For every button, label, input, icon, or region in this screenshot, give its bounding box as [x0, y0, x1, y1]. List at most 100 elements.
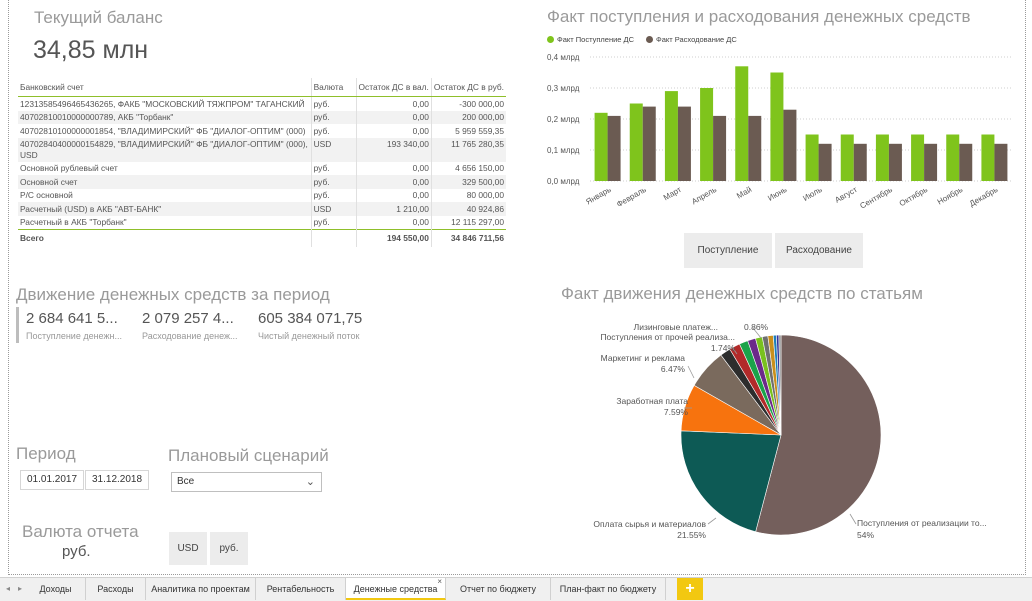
close-tab-icon[interactable]: ×	[437, 577, 442, 586]
bar-x-tick-label: Июль	[801, 185, 823, 203]
pie-leader-line	[707, 517, 717, 525]
bar-expense[interactable]	[888, 143, 902, 181]
bar-expense[interactable]	[818, 143, 832, 181]
bar-income[interactable]	[735, 66, 749, 181]
table-row[interactable]: Р/С основной руб. 0,00 80 000,00	[18, 188, 506, 202]
bar-expense[interactable]	[748, 115, 762, 181]
bar-income[interactable]	[770, 72, 784, 182]
tab-page-4[interactable]: Денежные средства ×	[346, 577, 446, 600]
table-row[interactable]: 12313585496465436265, ФАКБ "МОСКОВСКИЙ Т…	[18, 96, 506, 111]
pie-leader-line	[687, 365, 695, 379]
bar-expense[interactable]	[924, 143, 938, 181]
tab-label: Доходы	[39, 584, 72, 594]
bar-x-tick-label: Август	[833, 185, 859, 205]
scenario-title: Плановый сценарий	[168, 446, 329, 465]
bar-income[interactable]	[875, 134, 889, 182]
tab-label: Рентабельность	[266, 584, 335, 594]
cell-in-rub: 5 959 559,35	[430, 124, 506, 138]
bar-expense[interactable]	[959, 143, 973, 181]
tab-prev-arrow[interactable]: ◂	[5, 584, 10, 593]
toggle-expense-button[interactable]: Расходование	[775, 233, 863, 268]
kpi-net-value: 605 384 071,75	[258, 310, 363, 327]
balance-table: Банковский счет Валюта Остаток ДС в вал.…	[18, 78, 506, 247]
pie-slice[interactable]	[680, 430, 782, 533]
table-row[interactable]: Расчетный в АКБ "Торбанк" руб. 0,00 12 115 …	[18, 215, 506, 230]
cell-account: Расчетный (USD) в АКБ "АВТ-БАНК"	[18, 202, 312, 216]
column-header-in-rub[interactable]: Остаток ДС в руб.	[430, 78, 506, 97]
pie-chart-title: Факт движения денежных средств по статья…	[561, 284, 923, 303]
movement-title: Движение денежных средств за период	[16, 285, 330, 304]
currency-usd-button[interactable]: USD	[169, 532, 207, 565]
pie-slice-percent: 1.74%	[711, 343, 736, 353]
bar-income[interactable]	[946, 134, 960, 182]
cell-currency: руб.	[310, 188, 357, 202]
tab-page-3[interactable]: Рентабельность	[256, 578, 346, 600]
column-header-account[interactable]: Банковский счет	[18, 78, 312, 97]
toggle-income-button[interactable]: Поступление	[684, 233, 772, 268]
bar-x-tick-label: Декабрь	[968, 185, 1000, 208]
total-currency-empty	[310, 229, 357, 247]
pie-slice-percent: 6.47%	[661, 364, 686, 374]
bar-y-tick-label: 0,4 млрд	[547, 53, 580, 62]
pie-slice-label: Поступления от прочей реализа...	[600, 332, 735, 342]
bar-expense[interactable]	[642, 106, 656, 181]
currency-rub-button[interactable]: руб.	[210, 532, 248, 565]
cell-account: 40702810010000000789, АКБ "Торбанк"	[18, 110, 312, 124]
cell-currency: руб.	[310, 110, 357, 124]
period-end-date[interactable]: 31.12.2018	[85, 470, 150, 490]
tab-page-1[interactable]: Расходы	[86, 578, 146, 600]
bar-income[interactable]	[805, 134, 819, 182]
bar-income[interactable]	[840, 134, 854, 182]
currency-title: Валюта отчета	[22, 522, 139, 541]
cell-in-currency: 1 210,00	[355, 202, 432, 216]
bar-expense[interactable]	[607, 115, 621, 181]
tab-page-2[interactable]: Аналитика по проектам	[146, 578, 256, 600]
pie-slice[interactable]	[755, 334, 882, 536]
chevron-down-icon: ⌄	[305, 476, 315, 488]
cell-currency: руб.	[310, 175, 357, 189]
cell-account: Р/С основной	[20, 190, 73, 200]
column-header-currency[interactable]: Валюта	[310, 78, 357, 97]
kpi-expense-value: 2 079 257 4...	[142, 310, 234, 327]
legend-expense[interactable]: Факт Расходование ДС	[646, 35, 737, 44]
pie-slice-label: Оплата сырья и материалов	[593, 519, 706, 529]
table-row[interactable]: 40702840400000154829, "ВЛАДИМИРСКИЙ" ФБ …	[18, 137, 506, 162]
period-start-date[interactable]: 01.01.2017	[20, 470, 85, 490]
kpi-net-label: Чистый денежный поток	[258, 331, 360, 341]
table-row[interactable]: 40702810010000000789, АКБ "Торбанк" руб. 0…	[18, 110, 506, 124]
table-total-row: Всего 194 550,00 34 846 711,56	[18, 229, 506, 247]
bar-income[interactable]	[911, 134, 925, 182]
bar-x-tick-label: Сентябрь	[858, 185, 894, 211]
column-header-in-currency[interactable]: Остаток ДС в вал.	[355, 78, 432, 97]
bar-income[interactable]	[664, 91, 678, 181]
kpi-expense-label: Расходование денеж...	[142, 331, 238, 341]
kpi-accent-bar	[16, 307, 19, 343]
table-row[interactable]: Расчетный (USD) в АКБ "АВТ-БАНК" USD 1 210…	[18, 202, 506, 216]
bar-income[interactable]	[981, 134, 995, 182]
table-row[interactable]: Основной рублевый счет руб. 0,00 4 656 150,…	[18, 161, 506, 175]
bar-expense[interactable]	[783, 109, 797, 181]
bar-income[interactable]	[700, 88, 714, 181]
tab-page-6[interactable]: План-факт по бюджету	[551, 578, 666, 600]
tab-page-0[interactable]: Доходы	[26, 578, 86, 600]
add-page-button[interactable]: +	[677, 578, 703, 600]
bar-expense[interactable]	[677, 106, 691, 181]
table-row[interactable]: Основной счет руб. 0,00 329 500,00	[18, 175, 506, 189]
tab-page-5[interactable]: Отчет по бюджету	[446, 578, 551, 600]
legend-income[interactable]: Факт Поступление ДС	[547, 35, 634, 44]
bar-x-tick-label: Январь	[584, 185, 612, 207]
bar-income[interactable]	[594, 112, 608, 181]
pie-slice-percent: 21.55%	[677, 530, 706, 540]
bar-expense[interactable]	[713, 115, 727, 181]
pie-slice[interactable]	[778, 334, 782, 436]
balance-title: Текущий баланс	[34, 8, 163, 27]
tab-next-arrow[interactable]: ▸	[17, 584, 22, 593]
cell-account: Основной рублевый счет	[20, 163, 118, 173]
scenario-dropdown[interactable]: Все ⌄	[171, 472, 322, 492]
table-row[interactable]: 40702810100000001854, "ВЛАДИМИРСКИЙ" ФБ …	[18, 124, 506, 138]
bar-expense[interactable]	[994, 143, 1008, 181]
legend-expense-dot	[646, 36, 653, 43]
bar-income[interactable]	[629, 103, 643, 182]
period-title: Период	[16, 444, 76, 463]
bar-expense[interactable]	[853, 143, 867, 181]
